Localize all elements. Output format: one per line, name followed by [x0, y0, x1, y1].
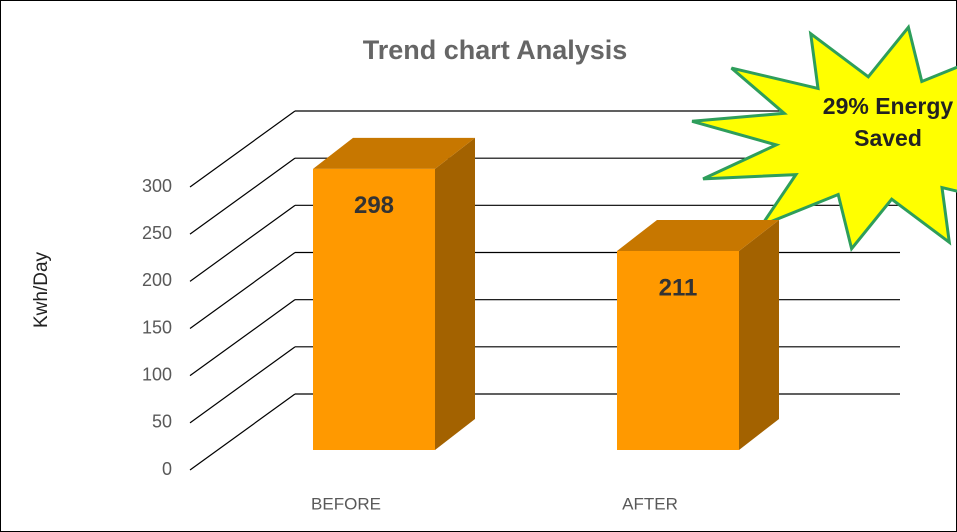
y-tick-label: 100 — [142, 364, 172, 384]
y-tick-label: 150 — [142, 317, 172, 337]
y-axis-label: Kwh/Day — [31, 251, 52, 328]
bar-top — [617, 219, 779, 251]
grid-line — [189, 110, 296, 188]
burst-shape — [691, 24, 957, 252]
bar-top — [313, 137, 475, 169]
y-tick-label: 250 — [142, 223, 172, 243]
grid-line — [189, 346, 296, 424]
annotation-text: 29% Energy — [823, 93, 954, 119]
grid-line — [189, 204, 296, 282]
y-tick-label: 200 — [142, 270, 172, 290]
bar-side — [435, 137, 475, 451]
x-tick-label: BEFORE — [311, 494, 381, 513]
y-tick-label: 50 — [152, 412, 172, 432]
y-tick-label: 0 — [162, 459, 172, 479]
value-label: 298 — [354, 192, 394, 219]
chart-title: Trend chart Analysis — [363, 35, 628, 65]
bar-side — [739, 219, 779, 450]
grid-line — [189, 299, 296, 377]
y-tick-label: 300 — [142, 176, 172, 196]
bar — [313, 168, 435, 451]
grid-line — [189, 393, 296, 471]
grid-line — [189, 252, 296, 329]
grid-line — [189, 157, 296, 235]
x-tick-label: AFTER — [622, 494, 678, 513]
bar — [617, 250, 739, 450]
annotation-burst: 29% Energy Saved — [691, 24, 957, 252]
annotation-text: Saved — [854, 125, 922, 151]
value-label: 211 — [659, 274, 698, 301]
